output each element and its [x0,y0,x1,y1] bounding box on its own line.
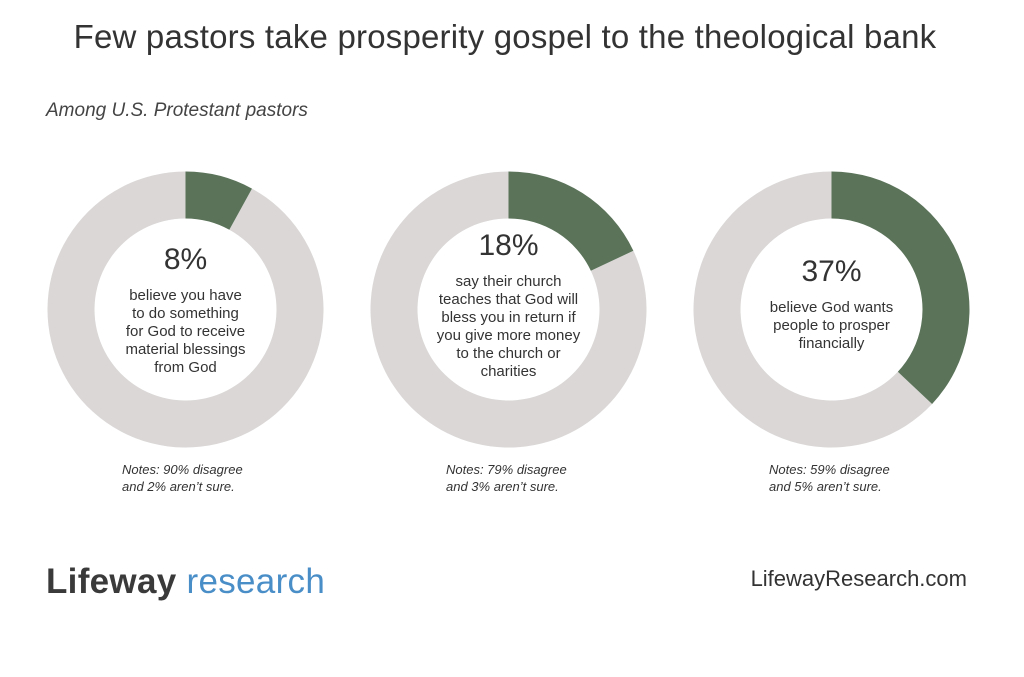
description-line: people to prosper [773,317,890,334]
chart-title: Few pastors take prosperity gospel to th… [73,18,937,55]
description-line: you give more money [436,327,581,344]
note-line: Notes: 59% disagree [769,462,890,477]
description-line: bless you in return if [441,309,576,326]
description-line: teaches that God will [438,291,579,308]
logo-word-lifeway: Lifeway [46,562,177,601]
value-label-3: 37% [801,255,862,288]
description-line: material blessings [125,341,246,358]
note-1: Notes: 90% disagree and 2% aren’t sure. [122,462,243,495]
donut-value-arc-3 [831,171,970,404]
description-line: believe you have [129,287,242,304]
lifeway-research-logo: Lifeway research [46,562,325,602]
description-line: charities [480,363,537,380]
note-line: and 3% aren’t sure. [446,478,559,494]
description-line: to the church or [456,345,561,362]
donut-remainder-arc-1 [47,171,324,448]
description-line: for God to receive [125,323,246,340]
description-line: from God [154,359,217,376]
donut-remainder-arc-2 [370,171,647,448]
description-line: financially [798,335,865,352]
note-2: Notes: 79% disagree and 3% aren’t sure. [446,462,567,495]
value-label-2: 18% [478,229,539,262]
donut-svg-1 [47,171,324,448]
note-line: Notes: 79% disagree [446,462,567,477]
description-line: believe God wants [769,299,894,316]
note-line: Notes: 90% disagree [122,462,243,477]
donut-svg-3 [693,171,970,448]
donut-value-arc-1 [185,171,252,230]
note-3: Notes: 59% disagree and 5% aren’t sure. [769,462,890,495]
donut-chart-3: 37% believe God wants people to prosper … [693,171,970,448]
donut-center-3: 37% believe God wants people to prosper … [743,255,921,353]
donut-center-1: 8% believe you have to do something for … [97,243,275,377]
description-line: say their church [455,273,562,290]
chart-subtitle: Among U.S. Protestant pastors [46,100,308,121]
donut-center-2: 18% say their church teaches that God wi… [420,229,598,381]
donut-chart-2: 18% say their church teaches that God wi… [370,171,647,448]
website-url: LifewayResearch.com [750,566,967,591]
donut-value-arc-2 [508,171,634,271]
donut-chart-1: 8% believe you have to do something for … [47,171,324,448]
description-line: to do something [132,305,239,322]
donut-svg-2 [370,171,647,448]
value-label-1: 8% [163,243,208,276]
logo-word-research: research [186,562,326,601]
note-line: and 5% aren’t sure. [769,478,882,494]
note-line: and 2% aren’t sure. [122,478,235,494]
donut-remainder-arc-3 [693,171,933,448]
